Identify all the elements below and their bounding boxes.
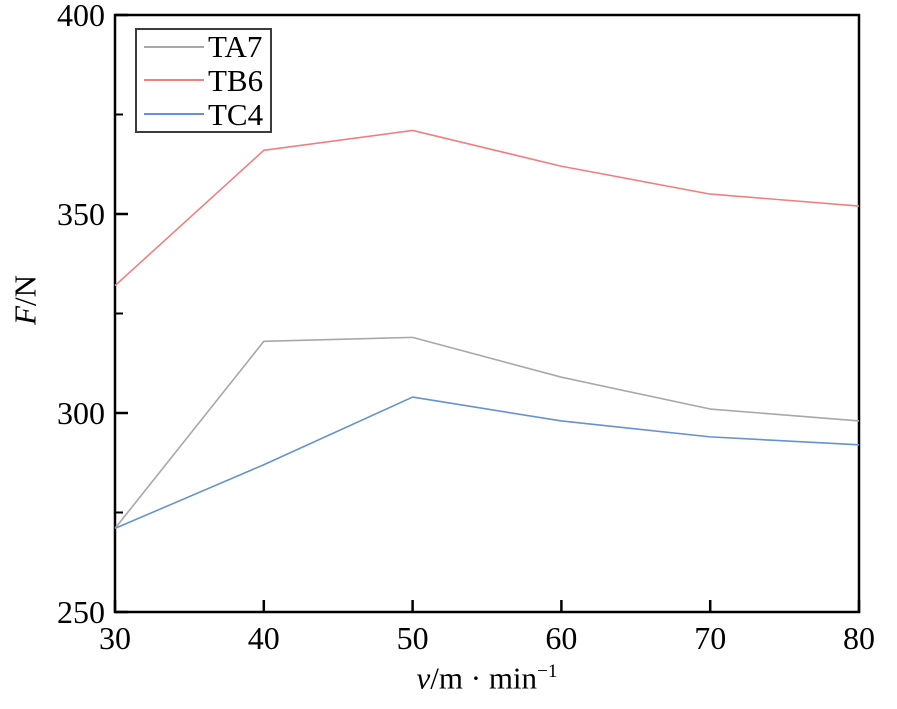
x-tick-label: 80 [843, 620, 875, 656]
x-tick-label: 30 [99, 620, 131, 656]
x-tick-label: 40 [247, 620, 280, 656]
x-axis-unit: /m · min [430, 660, 538, 696]
y-tick-label: 300 [57, 395, 105, 431]
legend-swatch-tb6 [144, 79, 204, 82]
y-axis-label: F/N [7, 275, 43, 325]
series-line-tc4 [114, 396, 860, 530]
legend-swatch-tc4 [144, 113, 204, 116]
legend-label-tb6: TB6 [208, 62, 264, 98]
x-tick-label: 70 [694, 620, 727, 656]
y-axis-unit: /N [7, 275, 43, 307]
legend-item-tc4: TC4 [137, 98, 270, 131]
y-tick-label: 400 [57, 0, 105, 33]
legend-swatch-ta7 [144, 45, 204, 48]
legend-item-ta7: TA7 [137, 30, 270, 63]
series-line-ta7 [114, 336, 860, 529]
x-tick-label: 60 [545, 620, 578, 656]
y-tick-label: 250 [57, 594, 105, 630]
x-axis-variable: v [416, 660, 431, 696]
legend-item-tb6: TB6 [137, 64, 270, 97]
x-axis-label: v/m · min−1 [417, 662, 558, 693]
y-axis-variable: F [7, 306, 43, 325]
legend-label-tc4: TC4 [208, 96, 264, 132]
series-line-tb6 [114, 129, 860, 287]
x-tick-label: 50 [396, 620, 429, 656]
y-tick-label: 350 [57, 196, 105, 232]
x-axis-exponent: −1 [537, 661, 558, 682]
legend: TA7 TB6 TC4 [135, 28, 272, 133]
legend-label-ta7: TA7 [208, 29, 263, 65]
